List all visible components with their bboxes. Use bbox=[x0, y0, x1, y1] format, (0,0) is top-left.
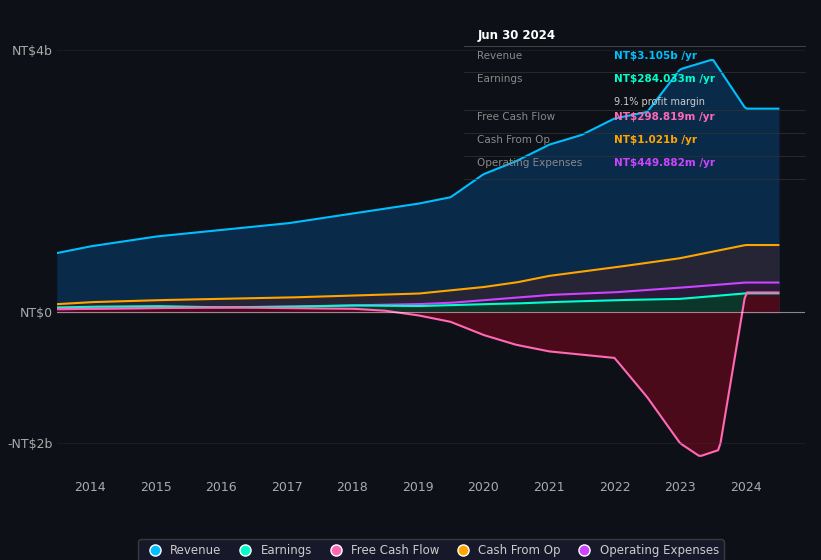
Text: NT$449.882m /yr: NT$449.882m /yr bbox=[614, 158, 715, 168]
Text: NT$3.105b /yr: NT$3.105b /yr bbox=[614, 51, 697, 61]
Text: Free Cash Flow: Free Cash Flow bbox=[478, 112, 556, 122]
Text: Revenue: Revenue bbox=[478, 51, 523, 61]
Text: Operating Expenses: Operating Expenses bbox=[478, 158, 583, 168]
Legend: Revenue, Earnings, Free Cash Flow, Cash From Op, Operating Expenses: Revenue, Earnings, Free Cash Flow, Cash … bbox=[139, 539, 723, 560]
Text: 9.1% profit margin: 9.1% profit margin bbox=[614, 97, 704, 107]
Text: Cash From Op: Cash From Op bbox=[478, 135, 551, 145]
Text: Jun 30 2024: Jun 30 2024 bbox=[478, 29, 556, 42]
Text: NT$298.819m /yr: NT$298.819m /yr bbox=[614, 112, 714, 122]
Text: NT$284.033m /yr: NT$284.033m /yr bbox=[614, 74, 715, 84]
Text: Earnings: Earnings bbox=[478, 74, 523, 84]
Text: NT$1.021b /yr: NT$1.021b /yr bbox=[614, 135, 697, 145]
